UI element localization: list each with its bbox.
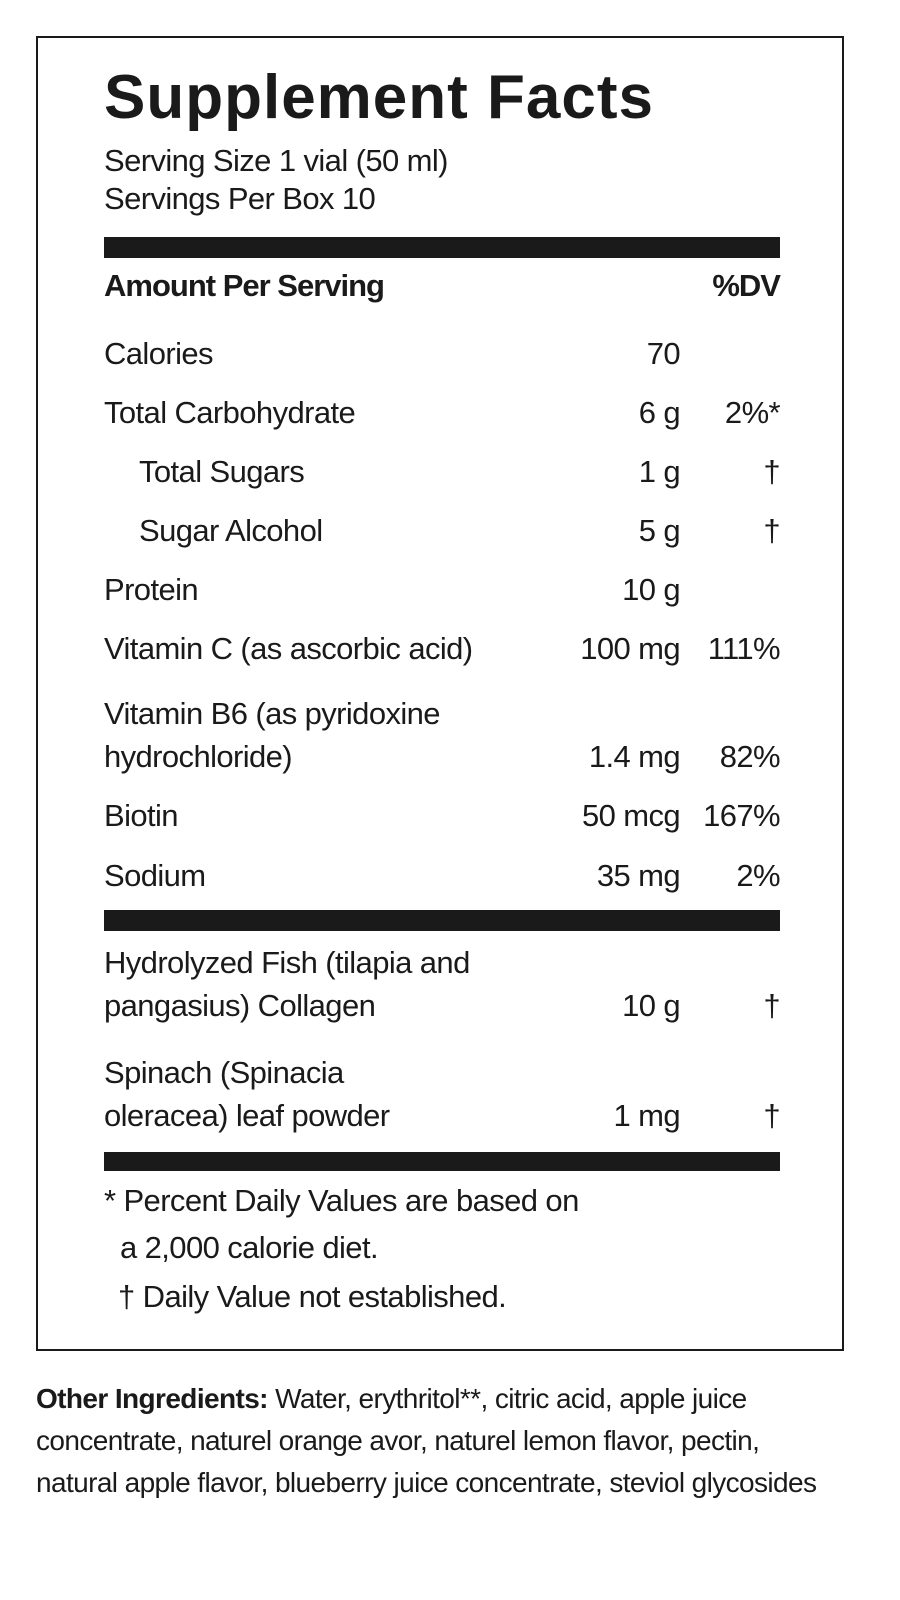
panel-title: Supplement Facts bbox=[104, 63, 654, 132]
ingredient-amount: 1 mg bbox=[613, 1098, 680, 1133]
nutrient-dv: 2% bbox=[736, 858, 780, 893]
nutrient-name: Total Carbohydrate bbox=[104, 395, 356, 430]
nutrient-dv: † bbox=[763, 513, 780, 548]
footnote-dv-not-established: † Daily Value not established. bbox=[118, 1279, 507, 1314]
nutrient-row: Sugar Alcohol 5 g † bbox=[104, 509, 781, 552]
nutrient-amount: 100 mg bbox=[580, 631, 680, 666]
footnote-dv-basis: * Percent Daily Values are based on bbox=[104, 1183, 579, 1218]
nutrient-row: Protein 10 g bbox=[104, 568, 780, 611]
thick-divider bbox=[104, 910, 780, 931]
nutrient-row: Sodium 35 mg 2% bbox=[104, 854, 781, 897]
nutrient-name: Sugar Alcohol bbox=[139, 513, 323, 548]
nutrient-amount: 6 g bbox=[638, 395, 681, 430]
ingredient-dv: † bbox=[763, 1098, 780, 1133]
other-ingredients: Other Ingredients: Water, erythritol**, … bbox=[36, 1378, 836, 1504]
nutrient-amount: 1.4 mg bbox=[588, 739, 681, 774]
nutrient-dv: † bbox=[763, 454, 780, 489]
nutrient-row: Total Carbohydrate 6 g 2%* bbox=[104, 391, 781, 434]
nutrient-dv: 167% bbox=[703, 798, 780, 833]
ingredient-name-line1: Hydrolyzed Fish (tilapia and bbox=[104, 945, 470, 980]
footnote-dv-basis-cont: a 2,000 calorie diet. bbox=[120, 1230, 379, 1265]
ingredient-name-line2: oleracea) leaf powder bbox=[104, 1098, 390, 1133]
nutrient-name: Vitamin C (as ascorbic acid) bbox=[104, 631, 473, 666]
nutrient-amount: 50 mcg bbox=[581, 798, 681, 833]
nutrient-name-line1: Vitamin B6 (as pyridoxine bbox=[104, 696, 441, 731]
nutrient-amount: 70 bbox=[646, 336, 681, 371]
thick-divider bbox=[104, 1152, 780, 1171]
ingredient-name-line1: Spinach (Spinacia bbox=[104, 1055, 344, 1090]
nutrient-dv: 111% bbox=[707, 631, 781, 666]
ingredient-name-line2: pangasius) Collagen bbox=[104, 988, 376, 1023]
other-ingredients-text: Water, erythritol**, citric acid, apple … bbox=[36, 1383, 817, 1498]
nutrient-row: Total Sugars 1 g † bbox=[104, 450, 781, 493]
nutrient-row: Vitamin C (as ascorbic acid) 100 mg 111% bbox=[104, 627, 781, 670]
thick-divider bbox=[104, 237, 780, 258]
nutrient-name: Total Sugars bbox=[139, 454, 305, 489]
nutrient-amount: 35 mg bbox=[596, 858, 681, 893]
nutrient-name: Calories bbox=[104, 336, 214, 371]
nutrient-amount: 5 g bbox=[638, 513, 681, 548]
servings-per-box: Servings Per Box 10 bbox=[104, 181, 376, 216]
nutrient-row: Biotin 50 mcg 167% bbox=[104, 794, 781, 837]
dv-header: %DV bbox=[712, 268, 781, 303]
ingredient-row: Spinach (Spinacia oleracea) leaf powder … bbox=[104, 1051, 781, 1137]
nutrient-amount: 10 g bbox=[622, 572, 681, 607]
nutrient-row: Vitamin B6 (as pyridoxine hydrochloride)… bbox=[104, 692, 781, 778]
serving-size: Serving Size 1 vial (50 ml) bbox=[104, 143, 448, 178]
nutrient-name: Protein bbox=[104, 572, 199, 607]
ingredient-dv: † bbox=[763, 988, 780, 1023]
nutrient-amount: 1 g bbox=[638, 454, 681, 489]
nutrient-name: Sodium bbox=[104, 858, 206, 893]
other-ingredients-label: Other Ingredients: bbox=[36, 1383, 268, 1414]
nutrient-dv: 2%* bbox=[724, 395, 781, 430]
ingredient-row: Hydrolyzed Fish (tilapia and pangasius) … bbox=[104, 941, 781, 1027]
supplement-facts-panel bbox=[36, 36, 844, 1351]
nutrient-dv: 82% bbox=[719, 739, 781, 774]
ingredient-amount: 10 g bbox=[622, 988, 681, 1023]
amount-per-serving-header: Amount Per Serving bbox=[104, 268, 385, 303]
nutrient-row: Calories 70 bbox=[104, 332, 780, 375]
nutrient-name: Biotin bbox=[104, 798, 179, 833]
nutrient-name-line2: hydrochloride) bbox=[104, 739, 293, 774]
